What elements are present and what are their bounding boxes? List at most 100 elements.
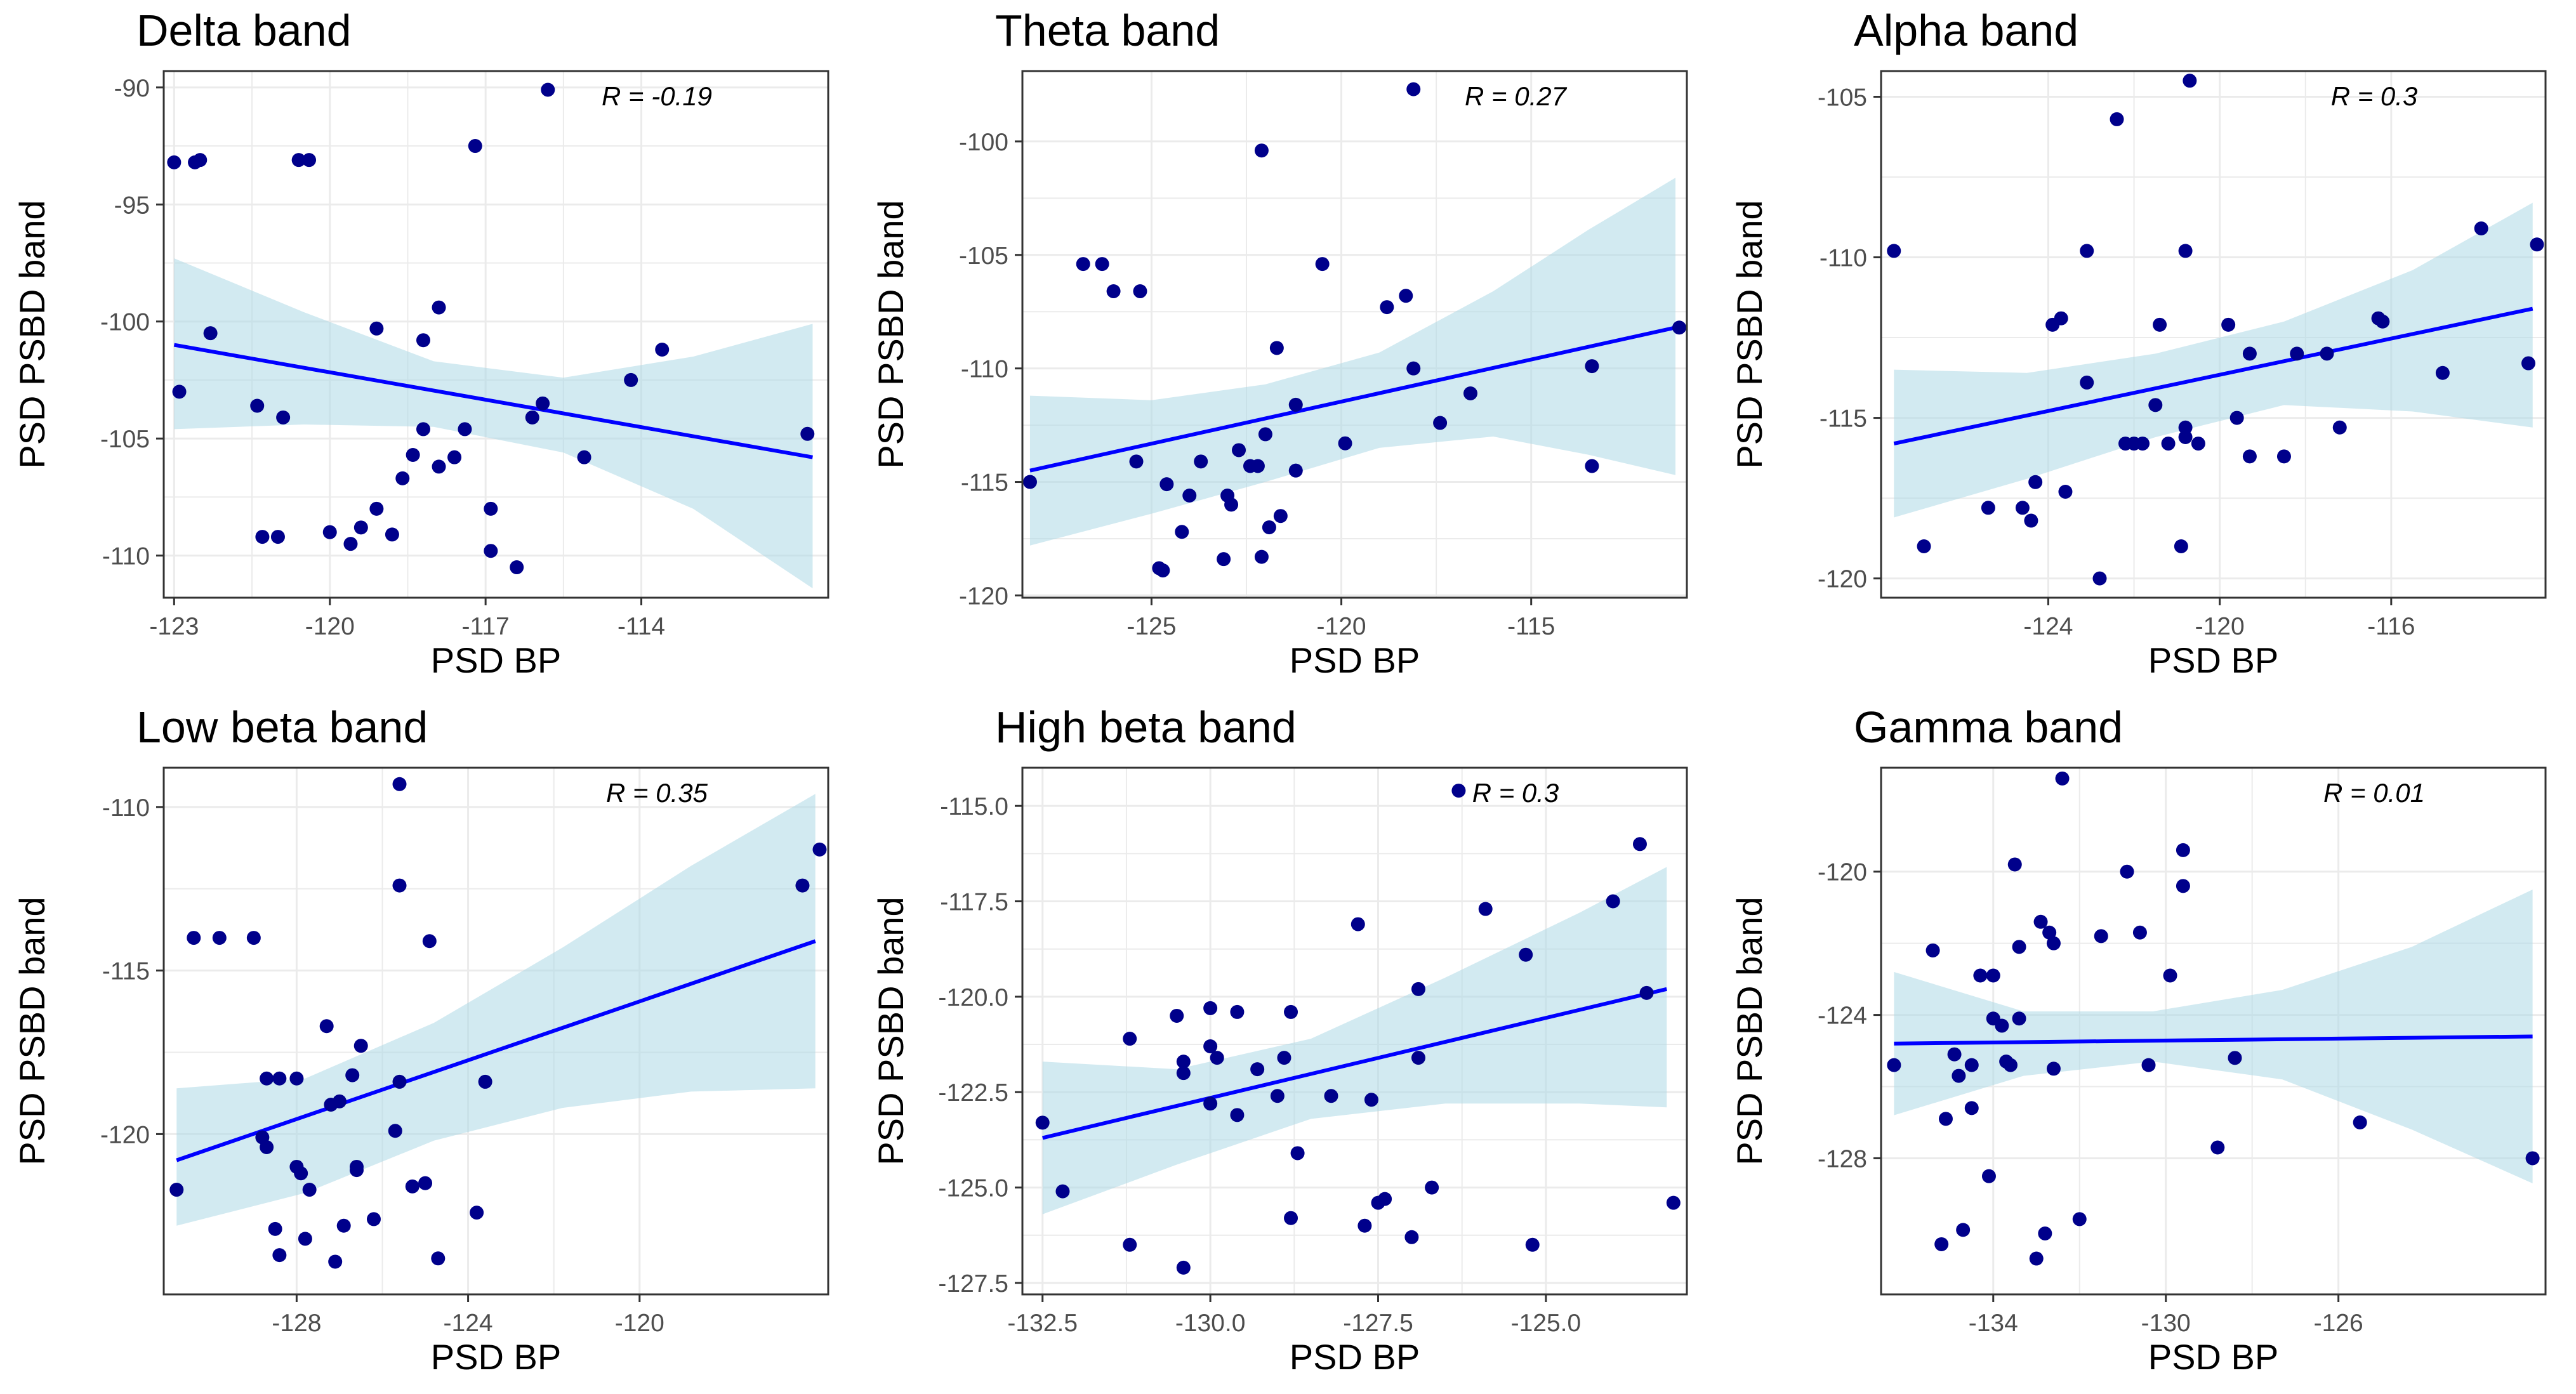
data-point <box>255 530 270 544</box>
data-point <box>2183 74 2197 88</box>
data-point <box>458 422 472 437</box>
data-point <box>349 1159 364 1174</box>
chart-panel-1: Delta band R = -0.19 -123 -120 -117 -114 -110 -… <box>0 0 859 697</box>
data-point <box>291 153 306 168</box>
data-point <box>1270 1089 1285 1103</box>
chart-panel-3: Alpha band R = 0.3 -124 -120 -116 -120 -115 -11… <box>1717 0 2576 697</box>
plot-frame <box>162 70 829 599</box>
x-axis-label: PSD BP <box>1290 640 1420 680</box>
data-point <box>2353 1115 2367 1129</box>
data-point <box>536 396 550 411</box>
data-point <box>2042 925 2057 940</box>
data-point <box>2058 484 2073 499</box>
data-point <box>169 1183 184 1197</box>
data-point <box>366 1212 381 1226</box>
x-axis-label: PSD BP <box>2148 1337 2278 1377</box>
data-point <box>2153 317 2167 332</box>
data-point <box>1463 386 1477 401</box>
x-axis-label: PSD BP <box>431 1337 561 1377</box>
data-points <box>167 82 815 575</box>
data-point <box>1666 1195 1681 1210</box>
data-point <box>1176 1055 1191 1069</box>
data-point <box>431 1251 446 1266</box>
data-point <box>2080 375 2094 390</box>
data-point <box>812 842 827 857</box>
data-point <box>1995 1018 2009 1033</box>
data-point <box>2012 1011 2026 1026</box>
x-tick-label: -120 <box>305 613 355 640</box>
data-point <box>294 1166 308 1181</box>
data-point <box>187 931 201 945</box>
data-point <box>1290 1146 1305 1161</box>
data-point <box>1981 501 1995 515</box>
data-point <box>800 426 815 441</box>
data-point <box>319 1019 334 1034</box>
data-point <box>353 520 368 535</box>
data-point <box>167 155 182 169</box>
y-tick-label: -105 <box>959 242 1008 270</box>
plot-frame <box>1021 766 1688 1296</box>
y-tick-label: -124 <box>1818 1003 1867 1030</box>
data-point <box>2120 864 2134 879</box>
data-point <box>2332 420 2347 435</box>
confidence-band <box>1894 889 2533 1183</box>
data-point <box>388 1124 402 1138</box>
data-point <box>2178 420 2193 435</box>
chart-title: Alpha band <box>1854 6 2078 55</box>
x-tick-label: -124 <box>2023 613 2073 640</box>
data-point <box>1947 1047 1962 1062</box>
data-point <box>1404 1230 1419 1244</box>
data-point <box>1378 1192 1392 1206</box>
data-point <box>2525 1151 2540 1166</box>
y-tick-label: -115 <box>102 958 150 985</box>
x-tick-label: -120 <box>615 1310 664 1337</box>
data-point <box>1324 1089 1338 1103</box>
x-tick-label: -123 <box>149 613 199 640</box>
data-point <box>1284 1211 1298 1225</box>
data-point <box>478 1074 492 1089</box>
data-point <box>1258 427 1272 442</box>
data-point <box>1203 1001 1218 1015</box>
x-tick-label: -116 <box>2367 613 2415 640</box>
data-point <box>2012 940 2026 954</box>
data-point <box>1106 284 1121 299</box>
data-point <box>272 1071 287 1086</box>
plot-frame <box>1880 70 2547 599</box>
data-point <box>2110 112 2124 126</box>
y-tick-label: -110 <box>1820 245 1867 272</box>
data-point <box>422 934 437 949</box>
data-point <box>432 300 446 315</box>
data-point <box>2178 244 2193 258</box>
data-point <box>1938 1112 1953 1126</box>
correlation-annotation: R = 0.01 <box>2323 778 2425 808</box>
regression-line <box>176 939 816 1162</box>
data-point <box>395 471 410 485</box>
x-tick-label: -128 <box>272 1310 321 1337</box>
correlation-annotation: R = 0.3 <box>1472 778 1559 808</box>
data-point <box>1133 284 1147 299</box>
chart-title: Gamma band <box>1854 702 2123 752</box>
data-point <box>432 459 446 474</box>
data-point <box>1934 1237 1949 1251</box>
data-point <box>260 1071 274 1086</box>
data-point <box>1981 1169 1996 1183</box>
data-point <box>2072 1212 2087 1226</box>
data-point <box>193 153 208 168</box>
data-point <box>302 153 317 168</box>
data-point <box>2046 1062 2061 1076</box>
chart-panel-2: Theta band R = 0.27 -125 -120 -115 -120 -115 -1… <box>859 0 1717 697</box>
data-point <box>1262 520 1276 535</box>
data-point <box>203 326 218 341</box>
data-points <box>1887 74 2544 586</box>
regression-line <box>1893 306 2533 446</box>
data-point <box>1176 1260 1191 1275</box>
x-tick-label: -125.0 <box>1511 1310 1582 1337</box>
data-point <box>1585 359 1599 374</box>
confidence-band <box>176 794 816 1226</box>
data-point <box>1250 459 1265 473</box>
data-point <box>1632 837 1647 852</box>
data-point <box>172 385 187 399</box>
data-point <box>322 525 337 539</box>
data-point <box>418 1176 433 1190</box>
data-point <box>2092 571 2107 586</box>
